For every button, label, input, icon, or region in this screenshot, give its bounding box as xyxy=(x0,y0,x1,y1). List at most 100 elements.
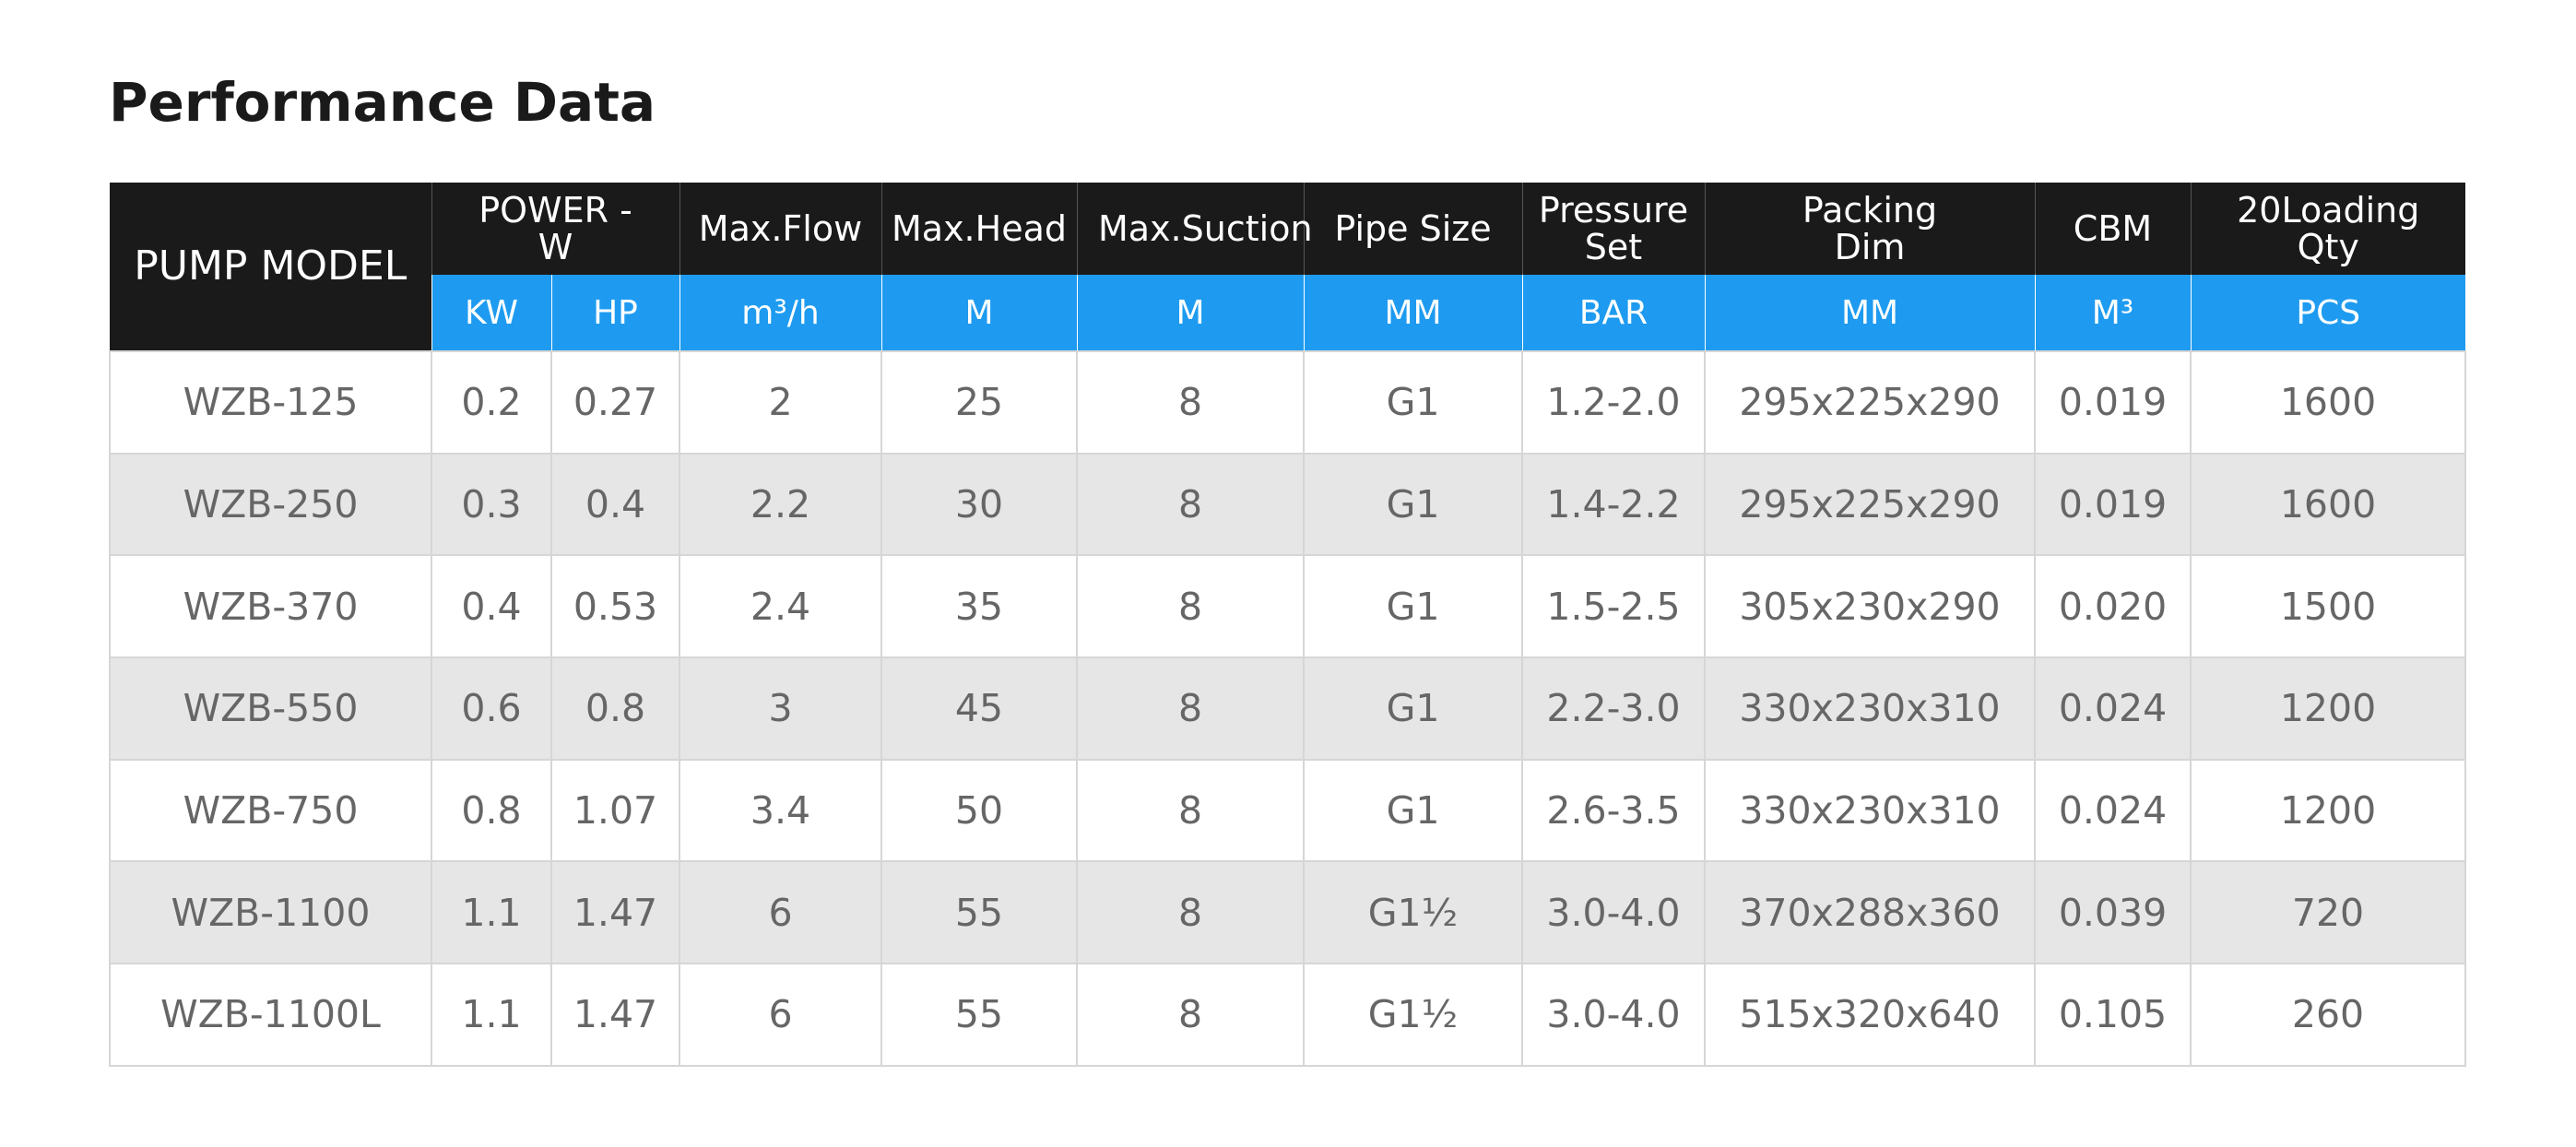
data-cell: 8 xyxy=(1076,758,1305,863)
data-cell: G1½ xyxy=(1303,860,1523,965)
data-cell: 55 xyxy=(880,860,1078,965)
column-header-text: Max.Suction xyxy=(1098,208,1313,249)
data-cell: 1200 xyxy=(2190,656,2466,761)
data-cell: G1 xyxy=(1303,452,1523,557)
data-cell: 0.6 xyxy=(431,656,552,761)
data-cell: 295x225x290 xyxy=(1704,350,2036,455)
data-cell: 8 xyxy=(1076,656,1305,761)
data-cell: 1.5-2.5 xyxy=(1521,554,1706,659)
model-cell: WZB-125 xyxy=(109,350,432,455)
data-cell: 295x225x290 xyxy=(1704,452,2036,557)
data-cell: 8 xyxy=(1076,963,1305,1067)
data-cell: 6 xyxy=(679,860,882,965)
column-header: CBM xyxy=(2034,183,2191,275)
data-cell: 1.4-2.2 xyxy=(1521,452,1706,557)
data-cell: 0.019 xyxy=(2034,350,2192,455)
data-cell: 0.4 xyxy=(431,554,552,659)
data-cell: 1600 xyxy=(2190,350,2466,455)
model-cell: WZB-370 xyxy=(109,554,432,659)
data-cell: 1.1 xyxy=(431,860,552,965)
unit-header: HP xyxy=(550,275,679,351)
data-cell: 0.8 xyxy=(431,758,552,863)
unit-header: M xyxy=(1076,275,1304,351)
data-cell: 305x230x290 xyxy=(1704,554,2036,659)
data-cell: 1.47 xyxy=(550,860,680,965)
column-header: POWER -W xyxy=(431,183,679,275)
data-cell: 35 xyxy=(880,554,1078,659)
unit-header: MM xyxy=(1704,275,2035,351)
column-header: Max.Flow xyxy=(679,183,881,275)
data-cell: 45 xyxy=(880,656,1078,761)
unit-row: KW HP m³/h M M MM BAR MM M³ PCS xyxy=(110,275,2465,351)
column-header-text: Packing Dim xyxy=(1802,190,1938,267)
data-cell: 3 xyxy=(679,656,882,761)
data-cell: 55 xyxy=(880,963,1078,1067)
column-header: Max.Head xyxy=(880,183,1077,275)
column-header-text: 20Loading Qty xyxy=(2237,190,2420,267)
data-cell: 0.4 xyxy=(550,452,680,557)
data-cell: 8 xyxy=(1076,452,1305,557)
data-cell: 50 xyxy=(880,758,1078,863)
unit-header: KW xyxy=(431,275,551,351)
model-cell: WZB-250 xyxy=(109,452,432,557)
unit-header: PCS xyxy=(2190,275,2465,351)
data-cell: 0.024 xyxy=(2034,656,2192,761)
unit-header: MM xyxy=(1303,275,1522,351)
data-cell: 0.3 xyxy=(431,452,552,557)
data-cell: 0.105 xyxy=(2034,963,2192,1067)
unit-header: m³/h xyxy=(679,275,881,351)
column-header: Max.Suction xyxy=(1076,183,1313,275)
data-row: WZB-370 0.4 0.53 2.4 35 8 G1 1.5-2.5 305x230x290… xyxy=(109,554,2466,659)
data-cell: 370x288x360 xyxy=(1704,860,2036,965)
data-cell: 0.039 xyxy=(2034,860,2192,965)
data-cell: 6 xyxy=(679,963,882,1067)
data-cell: 515x320x640 xyxy=(1704,963,2036,1067)
data-cell: 1.07 xyxy=(550,758,680,863)
data-row: WZB-1100 1.1 1.47 6 55 8 G1½ 3.0-4.0 370x288x360… xyxy=(109,860,2466,965)
data-cell: 720 xyxy=(2190,860,2466,965)
unit-header: BAR xyxy=(1521,275,1705,351)
column-header: Packing Dim xyxy=(1704,183,2035,275)
performance-table: PUMP MODEL POWER -W Max.Flow Max.Head Max.Su… xyxy=(109,183,2466,1067)
data-cell: 3.4 xyxy=(679,758,882,863)
column-header-text: Max.Flow xyxy=(698,208,863,249)
data-cell: 1500 xyxy=(2190,554,2466,659)
data-cell: 2.2-3.0 xyxy=(1521,656,1706,761)
data-cell: 0.020 xyxy=(2034,554,2192,659)
data-cell: 330x230x310 xyxy=(1704,656,2036,761)
data-cell: 1.1 xyxy=(431,963,552,1067)
data-cell: G1 xyxy=(1303,350,1523,455)
data-cell: 2.2 xyxy=(679,452,882,557)
data-cell: 3.0-4.0 xyxy=(1521,963,1706,1067)
table-body: PUMP MODEL POWER -W Max.Flow Max.Head Max.Su… xyxy=(109,183,2466,1067)
data-cell: 330x230x310 xyxy=(1704,758,2036,863)
model-header: PUMP MODEL xyxy=(110,183,431,351)
data-cell: 8 xyxy=(1076,860,1305,965)
column-header: 20Loading Qty xyxy=(2190,183,2465,275)
data-row: WZB-125 0.2 0.27 2 25 8 G1 1.2-2.0 295x225x290 0.… xyxy=(109,350,2466,455)
data-cell: 30 xyxy=(880,452,1078,557)
column-header: Pressure Set xyxy=(1521,183,1705,275)
model-cell: WZB-750 xyxy=(109,758,432,863)
data-cell: G1½ xyxy=(1303,963,1523,1067)
data-cell: 8 xyxy=(1076,350,1305,455)
data-cell: 260 xyxy=(2190,963,2466,1067)
column-header-text: Pipe Size xyxy=(1334,208,1492,249)
data-cell: 0.024 xyxy=(2034,758,2192,863)
data-cell: 3.0-4.0 xyxy=(1521,860,1706,965)
data-cell: 1.2-2.0 xyxy=(1521,350,1706,455)
data-cell: 2.6-3.5 xyxy=(1521,758,1706,863)
column-header-text: POWER -W xyxy=(479,190,632,267)
data-cell: G1 xyxy=(1303,554,1523,659)
column-header-text: Max.Head xyxy=(892,208,1067,249)
unit-header: M xyxy=(880,275,1077,351)
data-cell: 2 xyxy=(679,350,882,455)
model-cell: WZB-1100 xyxy=(109,860,432,965)
data-cell: 0.27 xyxy=(550,350,680,455)
data-cell: 1.47 xyxy=(550,963,680,1067)
column-header: Pipe Size xyxy=(1303,183,1522,275)
title: Performance Data xyxy=(109,71,656,134)
data-cell: 1200 xyxy=(2190,758,2466,863)
data-cell: 0.019 xyxy=(2034,452,2192,557)
